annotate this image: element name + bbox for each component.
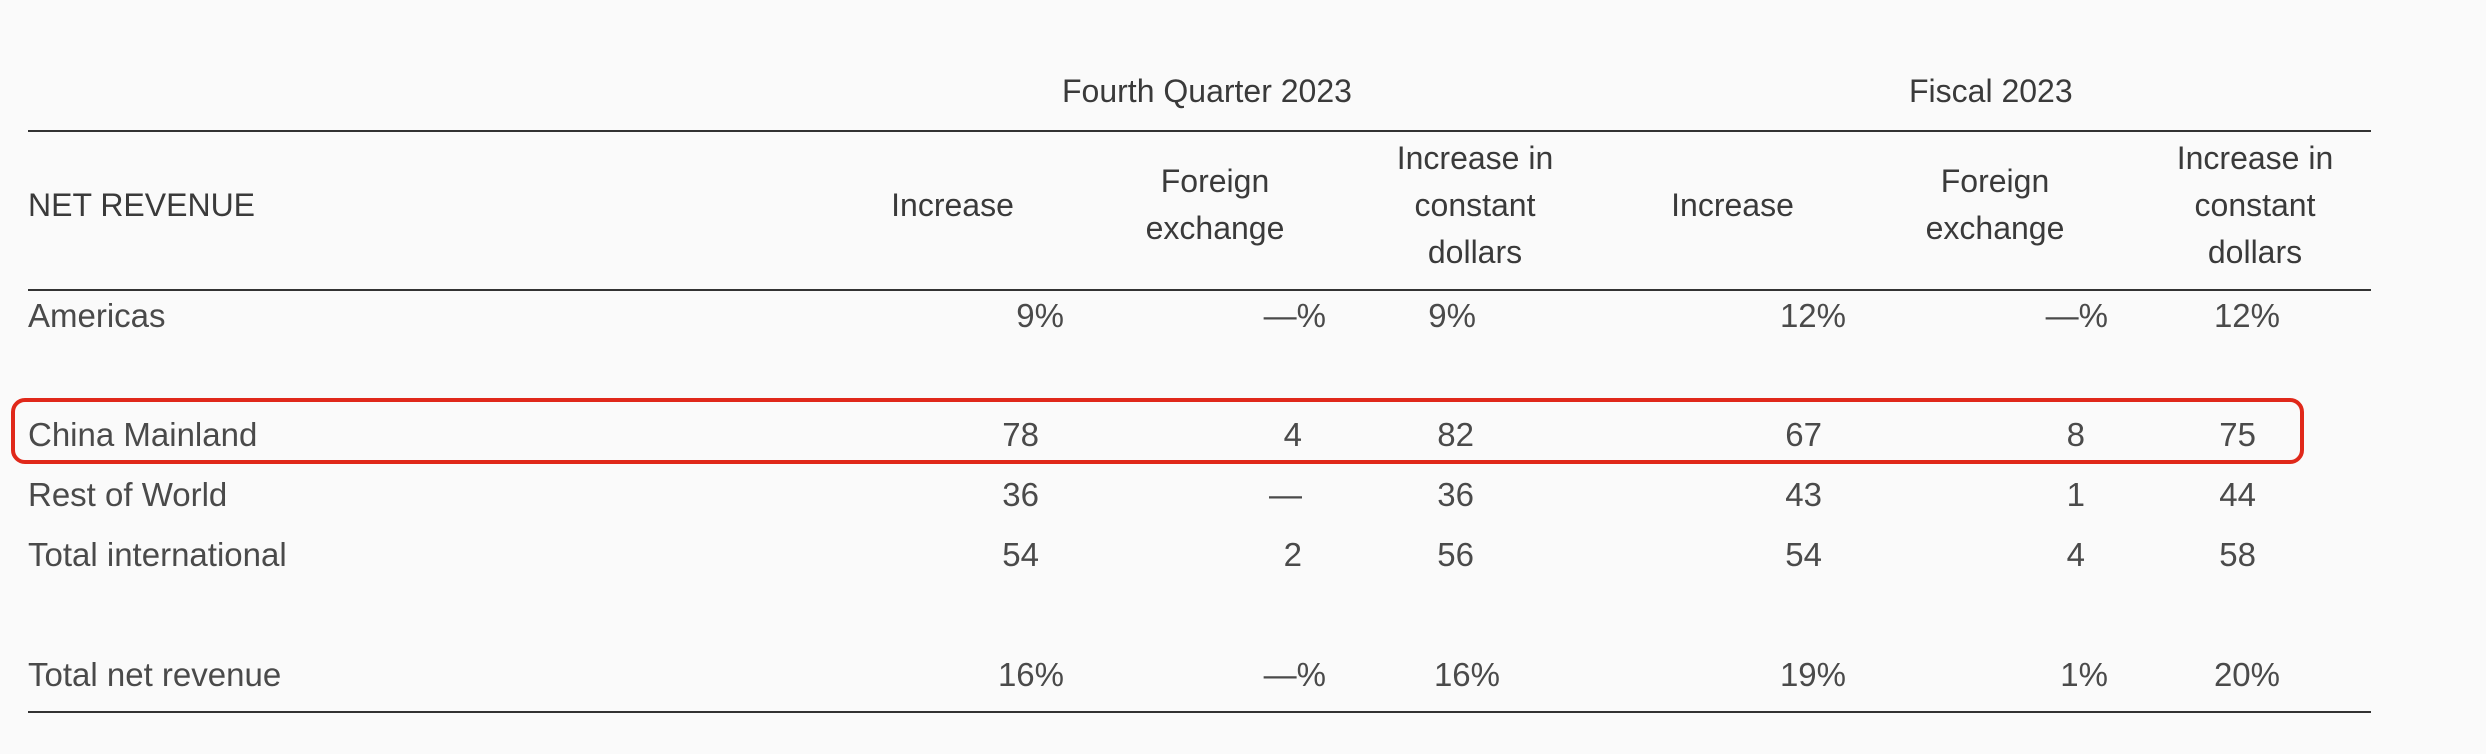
cell-fy-increase: 43 <box>1785 476 1822 513</box>
row-label: Total net revenue <box>28 656 282 693</box>
highlight-box <box>11 398 2304 464</box>
cell-fy-constant: 58 <box>2219 536 2256 573</box>
cell-fy-fx: 1 <box>2066 476 2085 513</box>
cell-q4-constant: 36 <box>1437 476 1474 513</box>
cell-q4-fx: 2 <box>1283 536 1302 573</box>
cell-fy-fx: 8 <box>2066 416 2085 453</box>
col-header-label: dollars <box>1427 234 1523 270</box>
cell-q4-constant: 82 <box>1437 416 1474 453</box>
cell-fy-increase: 54 <box>1785 536 1822 573</box>
bottom-rule <box>28 711 2371 713</box>
cell-fy-fx: —% <box>2045 297 2108 334</box>
cell-q4-fx: —% <box>1263 656 1326 693</box>
cell-q4-fx: —% <box>1263 297 1326 334</box>
cell-fy-increase: 12% <box>1779 297 1846 334</box>
col-header-q4-constant: Increase in constant dollars <box>1370 135 1580 276</box>
row-label: China Mainland <box>28 416 258 453</box>
cell-q4-increase: 9% <box>1016 297 1064 334</box>
cell-fy-increase: 19% <box>1779 656 1846 693</box>
cell-q4-constant: 56 <box>1437 536 1474 573</box>
group-header-fiscal: Fiscal 2023 <box>1909 73 2073 109</box>
col-header-fy-increase: Increase <box>1650 182 1815 229</box>
cell-q4-increase: 54 <box>1002 536 1039 573</box>
col-header-label: constant <box>2194 187 2316 223</box>
group-header-fourth-quarter: Fourth Quarter 2023 <box>1062 73 1352 109</box>
cell-fy-constant: 44 <box>2219 476 2256 513</box>
cell-fy-constant: 12% <box>2213 297 2280 334</box>
cell-q4-constant: 16% <box>1433 656 1500 693</box>
row-label: Total international <box>28 536 287 573</box>
cell-q4-increase: 16% <box>997 656 1064 693</box>
col-header-label: Increase <box>891 187 1014 223</box>
col-header-q4-increase: Increase <box>870 182 1035 229</box>
cell-fy-fx: 1% <box>2060 656 2108 693</box>
cell-fy-fx: 4 <box>2066 536 2085 573</box>
cell-fy-constant: 20% <box>2213 656 2280 693</box>
cell-fy-increase: 67 <box>1785 416 1822 453</box>
col-header-label: constant <box>1414 187 1536 223</box>
row-label: Rest of World <box>28 476 228 513</box>
col-header-label: Foreign <box>1160 163 1270 199</box>
col-header-fy-constant: Increase in constant dollars <box>2150 135 2360 276</box>
col-header-label: Foreign <box>1940 163 2050 199</box>
cell-q4-fx: 4 <box>1283 416 1302 453</box>
col-header-label: exchange <box>1145 210 1285 246</box>
col-header-label: Increase in <box>1396 140 1554 176</box>
cell-q4-increase: 78 <box>1002 416 1039 453</box>
col-header-label: exchange <box>1925 210 2065 246</box>
col-header-label: dollars <box>2207 234 2303 270</box>
cell-q4-increase: 36 <box>1002 476 1039 513</box>
row-label: Americas <box>28 297 166 334</box>
top-rule <box>28 130 2371 132</box>
cell-fy-constant: 75 <box>2219 416 2256 453</box>
cell-q4-fx: — <box>1269 476 1302 513</box>
col-header-q4-fx: Foreign exchange <box>1120 158 1310 252</box>
net-revenue-header: NET REVENUE <box>28 187 256 223</box>
header-rule <box>28 289 2371 291</box>
col-header-label: Increase <box>1671 187 1794 223</box>
col-header-label: Increase in <box>2176 140 2334 176</box>
col-header-fy-fx: Foreign exchange <box>1900 158 2090 252</box>
cell-q4-constant: 9% <box>1428 297 1476 334</box>
